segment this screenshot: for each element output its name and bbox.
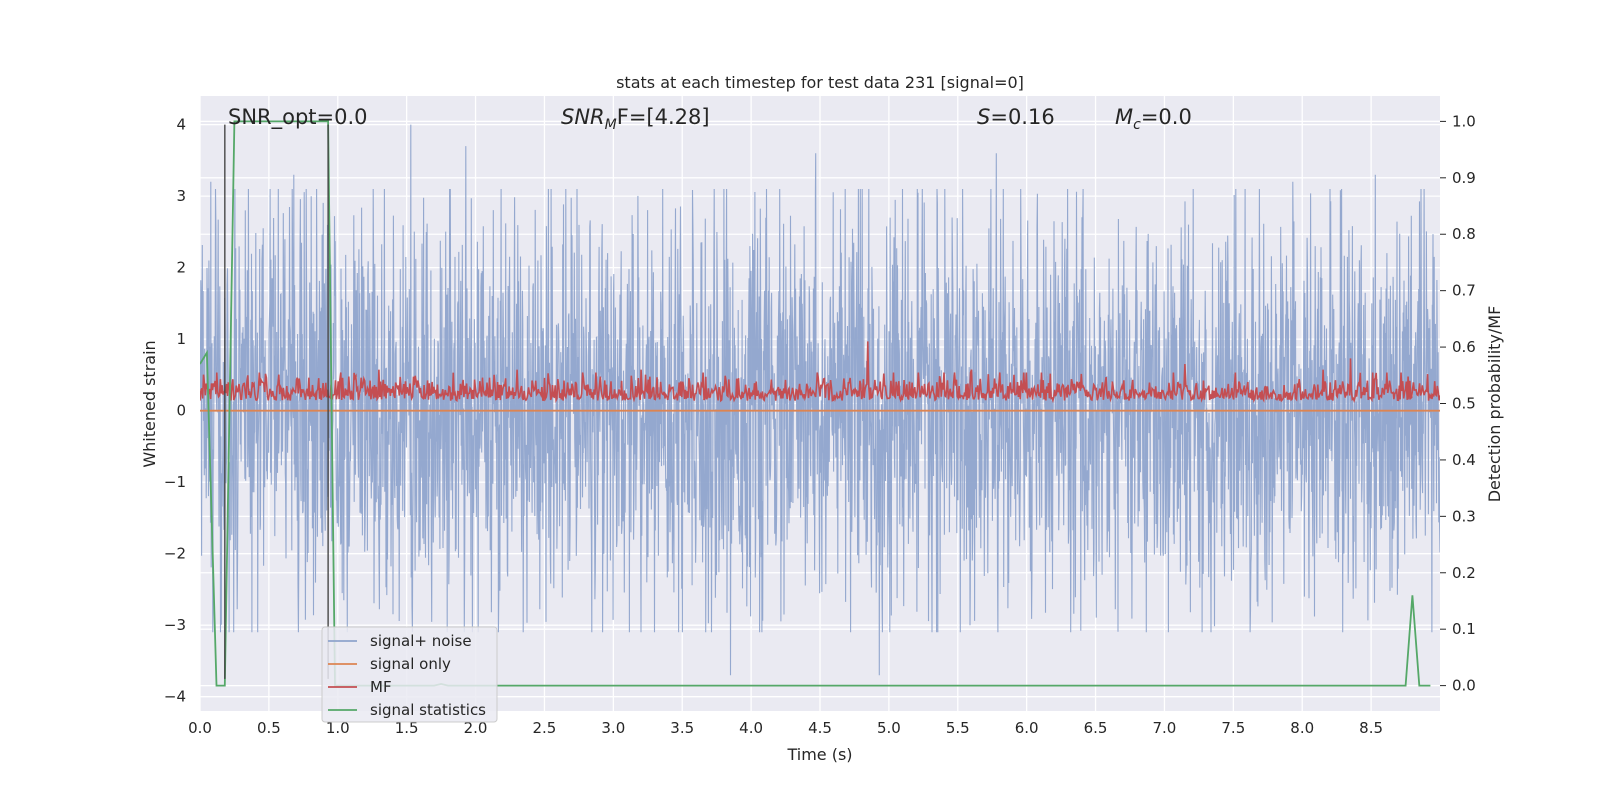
y2-axis-ticks: 1.0 0.9 0.8 0.7 0.6 0.5 0.4 0.3 0.2 0.1 0.0 — [1440, 112, 1476, 695]
y2-tick-label: 0.6 — [1452, 338, 1476, 356]
x-axis-label: Time (s) — [786, 745, 852, 764]
x-tick-label: 2.5 — [533, 719, 557, 737]
annotation-s-value: S=0.16 — [977, 105, 1055, 129]
y2-tick-label: 0.0 — [1452, 677, 1476, 695]
x-tick-label: 8.5 — [1359, 719, 1383, 737]
legend-label: signal statistics — [370, 701, 486, 719]
x-tick-label: 1.0 — [326, 719, 350, 737]
x-tick-label: 1.5 — [395, 719, 419, 737]
x-axis-ticks: 0.0 0.5 1.0 1.5 2.0 2.5 3.0 3.5 4.0 4.5 5.0 5.5 6.0 6… — [188, 719, 1383, 737]
y2-axis-label: Detection probability/MF — [1485, 306, 1504, 503]
legend-box — [321, 626, 498, 723]
y2-tick-label: 0.9 — [1452, 169, 1476, 187]
x-tick-label: 8.0 — [1290, 719, 1314, 737]
annotation-value: =0.0 — [1141, 105, 1192, 129]
series-signal-noise — [200, 124, 1440, 676]
annotation-symbol: SNR — [561, 105, 605, 129]
y-tick-label: 1 — [176, 330, 186, 348]
x-tick-label: 7.5 — [1221, 719, 1245, 737]
vertical-markers — [224, 124, 329, 679]
y2-tick-label: 0.8 — [1452, 225, 1476, 243]
y2-tick-label: 0.7 — [1452, 282, 1476, 300]
x-tick-label: 3.5 — [670, 719, 694, 737]
y2-tick-label: 0.3 — [1452, 507, 1476, 525]
annotation-snr-opt: SNR_opt=0.0 — [228, 105, 368, 130]
annotations: SNR_opt=0.0 SNRMF=[4.28] S=0.16 Mc=0.0 — [228, 105, 1192, 133]
annotation-snr-mf: SNRMF=[4.28] — [561, 105, 710, 133]
x-tick-label: 2.0 — [464, 719, 488, 737]
x-tick-label: 4.5 — [808, 719, 832, 737]
y2-tick-label: 0.2 — [1452, 564, 1476, 582]
y2-tick-label: 1.0 — [1452, 112, 1476, 130]
y2-tick-label: 0.4 — [1452, 451, 1476, 469]
x-tick-label: 0.0 — [188, 719, 212, 737]
x-tick-label: 3.0 — [601, 719, 625, 737]
x-tick-label: 4.0 — [739, 719, 763, 737]
chart-title: stats at each timestep for test data 231… — [616, 73, 1024, 92]
x-tick-label: 5.0 — [877, 719, 901, 737]
y2-tick-label: 0.5 — [1452, 395, 1476, 413]
legend: signal+ noise signal only MF signal statist… — [321, 626, 498, 723]
y2-tick-label: 0.1 — [1452, 620, 1476, 638]
y-tick-label: 0 — [176, 402, 186, 420]
y-tick-label: 2 — [176, 259, 186, 277]
x-tick-label: 0.5 — [257, 719, 281, 737]
y-axis-ticks: 4 3 2 1 0 −1 −2 −3 −4 — [164, 116, 186, 706]
series-mf — [200, 341, 1440, 404]
legend-label: MF — [370, 678, 392, 696]
legend-label: signal+ noise — [370, 632, 472, 650]
annotation-value: F=[4.28] — [617, 105, 710, 129]
x-tick-label: 6.5 — [1084, 719, 1108, 737]
y-tick-label: −2 — [164, 545, 186, 563]
y-tick-label: −3 — [164, 616, 186, 634]
x-tick-label: 6.0 — [1015, 719, 1039, 737]
y-tick-label: 3 — [176, 187, 186, 205]
y-tick-label: 4 — [176, 116, 186, 134]
x-tick-label: 7.0 — [1153, 719, 1177, 737]
annotation-subscript: M — [605, 117, 617, 133]
annotation-mc-value: Mc=0.0 — [1115, 105, 1192, 133]
annotation-symbol: S — [977, 105, 990, 129]
annotation-symbol: M — [1115, 105, 1133, 129]
legend-label: signal only — [370, 655, 451, 673]
y-tick-label: −1 — [164, 473, 186, 491]
y-axis-label: Whitened strain — [140, 340, 159, 467]
annotation-value: =0.16 — [990, 105, 1054, 129]
annotation-subscript: c — [1133, 117, 1141, 133]
x-tick-label: 5.5 — [946, 719, 970, 737]
y-tick-label: −4 — [164, 688, 186, 706]
